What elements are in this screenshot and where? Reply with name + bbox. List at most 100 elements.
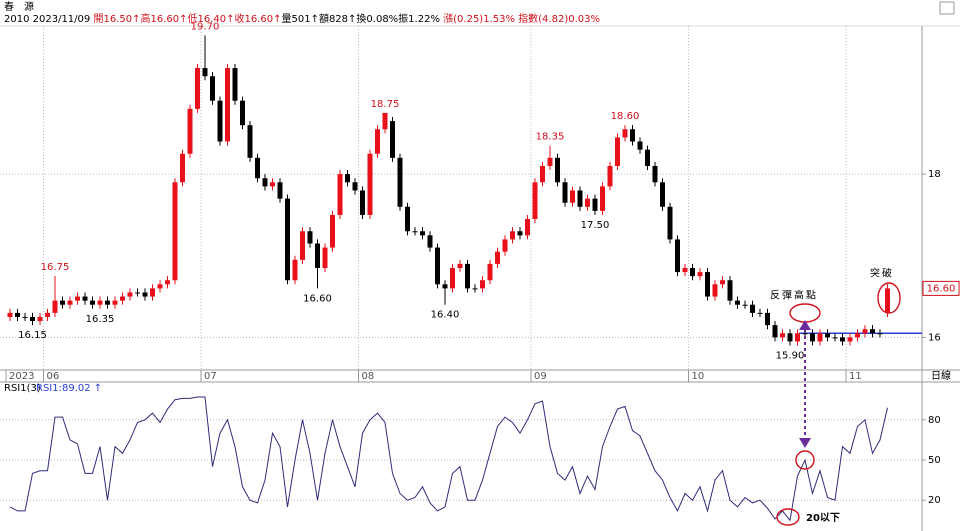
x-tick-label: 09: [534, 371, 547, 382]
candle-body: [367, 153, 373, 215]
callout-text: 突破: [870, 267, 894, 280]
candle-body: [420, 231, 425, 236]
candle-body: [675, 239, 680, 273]
rsi-line: [9, 396, 888, 522]
candle-body: [390, 121, 395, 158]
candle-body: [510, 231, 515, 240]
candle-body: [540, 165, 545, 183]
x-tick-label: 06: [47, 371, 60, 382]
candle-body: [592, 198, 598, 211]
candle-body: [30, 316, 35, 322]
candle-body: [562, 182, 568, 203]
candle-body: [337, 174, 343, 215]
price-label: 16.75: [41, 262, 70, 273]
candle-body: [345, 174, 350, 183]
candle-body: [712, 284, 718, 297]
candle-body: [720, 280, 725, 285]
candle-body: [82, 296, 88, 301]
candle-body: [322, 247, 328, 268]
candle-body: [877, 333, 883, 335]
candle-body: [172, 182, 178, 281]
candle-body: [847, 337, 853, 342]
candle-body: [825, 333, 830, 338]
candle-body: [120, 296, 125, 301]
candle-body: [810, 333, 815, 342]
candle-body: [232, 68, 238, 101]
callout-circle: [776, 508, 800, 526]
candle-body: [15, 312, 20, 317]
candle-body: [300, 231, 305, 260]
candle-body: [375, 129, 380, 154]
candle-body: [817, 333, 823, 342]
stock-name: 春 源: [4, 0, 34, 13]
candle-body: [52, 300, 58, 313]
candle-body: [37, 316, 43, 322]
candle-body: [405, 206, 410, 232]
candle-body: [697, 272, 703, 277]
x-tick-label: 10: [692, 371, 705, 382]
last-price-label: 16.60: [927, 283, 956, 294]
candle-body: [622, 129, 628, 138]
candle-body: [195, 68, 200, 109]
candle-body: [757, 312, 763, 314]
candle-body: [772, 325, 778, 338]
candle-body: [885, 288, 890, 313]
y-tick-label: 18: [928, 169, 941, 180]
indicator-value: RSI1:89.02 ↑: [36, 383, 102, 394]
candle-body: [667, 206, 673, 240]
y-tick-label: 16: [928, 332, 941, 343]
candle-body: [330, 214, 335, 248]
candle-body: [315, 243, 320, 268]
candle-body: [525, 219, 530, 236]
candle-body: [862, 329, 868, 334]
candle-body: [472, 288, 478, 290]
candle-body: [457, 263, 463, 268]
candle-body: [142, 292, 148, 297]
callout-text: 20以下: [806, 512, 840, 524]
y-tick-label: 20: [928, 495, 941, 506]
candle-body: [615, 137, 620, 166]
candle-body: [495, 251, 500, 264]
candle-body: [555, 157, 560, 183]
candle-body: [727, 280, 733, 301]
candle-body: [165, 280, 170, 285]
candle-body: [690, 267, 695, 277]
candle-body: [765, 312, 770, 326]
candle-body: [652, 165, 658, 183]
callout-circle: [877, 282, 901, 314]
callout-text: 反彈高點: [770, 289, 818, 302]
candle-body: [645, 149, 650, 166]
candle-body: [97, 300, 103, 305]
candle-body: [682, 267, 688, 273]
candle-body: [450, 267, 455, 289]
candle-body: [352, 182, 358, 191]
price-label: 16.15: [18, 330, 47, 341]
price-label: 18.35: [536, 132, 565, 143]
candle-body: [255, 157, 260, 179]
candle-body: [735, 300, 740, 305]
candle-body: [247, 125, 253, 158]
quote-field: 漲(0.25)1.53% 指數(4.82)0.03%: [443, 12, 600, 25]
price-label: 17.50: [581, 220, 610, 231]
candle-body: [412, 231, 418, 233]
candle-body: [105, 300, 110, 305]
window-icon[interactable]: [939, 1, 955, 15]
callout-shapes: [776, 282, 901, 526]
quote-field: 量501↑額828↑換0.08%振1.22%: [281, 12, 443, 25]
candle-body: [127, 292, 133, 297]
price-label: 18.75: [371, 99, 400, 110]
candle-body: [802, 333, 808, 335]
candle-body: [225, 68, 230, 142]
candle-body: [202, 68, 208, 77]
price-label: 16.35: [86, 314, 115, 325]
candle-body: [75, 296, 80, 301]
quote-info: 2010 2023/11/09 開16.50↑高16.60↑低16.40↑收16…: [4, 12, 600, 25]
candle-body: [780, 333, 785, 338]
candle-body: [607, 165, 613, 187]
candle-body: [487, 263, 493, 281]
candle-body: [60, 300, 65, 305]
quote-field: 2010 2023/11/09: [4, 14, 93, 25]
candle-body: [150, 288, 155, 297]
price-label: 16.40: [431, 310, 460, 321]
